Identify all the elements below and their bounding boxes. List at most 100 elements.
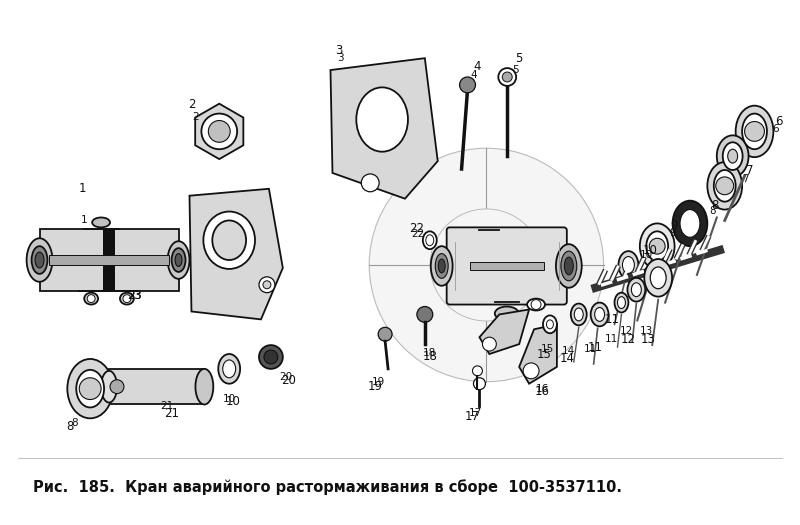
Bar bbox=[470, 262, 544, 270]
Text: 18: 18 bbox=[422, 351, 438, 363]
Text: 13: 13 bbox=[641, 333, 656, 345]
Circle shape bbox=[430, 209, 542, 321]
Text: 3: 3 bbox=[337, 53, 344, 63]
Polygon shape bbox=[195, 104, 243, 159]
Ellipse shape bbox=[614, 292, 629, 312]
Ellipse shape bbox=[722, 142, 742, 170]
Text: 10: 10 bbox=[222, 394, 236, 404]
Text: 20: 20 bbox=[282, 374, 296, 387]
Ellipse shape bbox=[527, 299, 545, 310]
Text: 12: 12 bbox=[621, 333, 636, 345]
Text: 23: 23 bbox=[128, 291, 142, 301]
Text: Рис.  185.  Кран аварийного растормаживания в сборе  100-3537110.: Рис. 185. Кран аварийного растормаживани… bbox=[33, 480, 622, 496]
FancyBboxPatch shape bbox=[446, 227, 567, 304]
Ellipse shape bbox=[646, 232, 668, 261]
Circle shape bbox=[498, 68, 516, 86]
Text: 18: 18 bbox=[423, 348, 437, 358]
Polygon shape bbox=[479, 310, 529, 354]
Ellipse shape bbox=[120, 292, 134, 304]
Ellipse shape bbox=[717, 135, 749, 177]
Ellipse shape bbox=[76, 370, 104, 407]
Text: 8: 8 bbox=[71, 418, 78, 428]
Circle shape bbox=[502, 72, 512, 82]
Text: 21: 21 bbox=[164, 407, 179, 420]
Ellipse shape bbox=[171, 248, 186, 272]
Text: 14: 14 bbox=[559, 352, 574, 365]
Circle shape bbox=[474, 378, 486, 390]
Ellipse shape bbox=[594, 308, 605, 321]
Ellipse shape bbox=[212, 220, 246, 260]
Text: 11: 11 bbox=[605, 334, 618, 344]
Bar bbox=[39, 229, 178, 291]
Circle shape bbox=[362, 174, 379, 192]
Ellipse shape bbox=[561, 251, 577, 281]
Circle shape bbox=[208, 121, 230, 142]
Ellipse shape bbox=[571, 303, 586, 326]
Text: 22: 22 bbox=[410, 222, 424, 235]
Text: 8: 8 bbox=[711, 199, 718, 212]
Circle shape bbox=[79, 378, 101, 400]
Text: 7: 7 bbox=[742, 174, 749, 184]
Text: 19: 19 bbox=[371, 377, 385, 387]
Circle shape bbox=[378, 327, 392, 341]
Text: 20: 20 bbox=[279, 372, 292, 382]
Circle shape bbox=[87, 295, 95, 302]
Text: 16: 16 bbox=[535, 384, 549, 394]
Ellipse shape bbox=[356, 87, 408, 152]
Text: 10: 10 bbox=[226, 395, 241, 408]
Text: 19: 19 bbox=[368, 380, 382, 393]
Text: 11: 11 bbox=[588, 341, 603, 354]
Ellipse shape bbox=[564, 257, 574, 275]
Bar bbox=[50, 255, 169, 265]
Ellipse shape bbox=[640, 224, 674, 269]
Text: 10: 10 bbox=[640, 250, 653, 260]
Ellipse shape bbox=[627, 278, 646, 301]
Ellipse shape bbox=[35, 252, 44, 268]
Text: 2: 2 bbox=[188, 98, 195, 111]
Text: 12: 12 bbox=[620, 326, 633, 337]
Ellipse shape bbox=[175, 254, 182, 267]
Text: 8: 8 bbox=[710, 206, 716, 216]
Text: 17: 17 bbox=[469, 408, 482, 418]
Ellipse shape bbox=[707, 162, 742, 209]
Circle shape bbox=[123, 295, 131, 302]
Circle shape bbox=[259, 277, 275, 292]
Ellipse shape bbox=[222, 360, 236, 378]
Text: 15: 15 bbox=[540, 344, 554, 354]
Text: 22: 22 bbox=[411, 229, 425, 239]
Text: 1: 1 bbox=[81, 215, 87, 225]
Circle shape bbox=[482, 337, 496, 351]
Ellipse shape bbox=[92, 217, 110, 227]
Text: 1: 1 bbox=[78, 182, 86, 195]
Ellipse shape bbox=[543, 316, 557, 333]
Ellipse shape bbox=[650, 267, 666, 289]
Ellipse shape bbox=[26, 238, 53, 282]
Circle shape bbox=[716, 177, 734, 195]
Circle shape bbox=[650, 238, 665, 254]
Ellipse shape bbox=[736, 106, 774, 157]
Text: 4: 4 bbox=[470, 70, 477, 80]
Text: 15: 15 bbox=[537, 348, 551, 361]
Text: 8: 8 bbox=[66, 420, 74, 433]
Ellipse shape bbox=[84, 292, 98, 304]
Ellipse shape bbox=[742, 113, 767, 149]
Text: 6: 6 bbox=[772, 124, 778, 134]
Ellipse shape bbox=[423, 232, 437, 249]
Ellipse shape bbox=[203, 212, 255, 269]
Ellipse shape bbox=[590, 302, 609, 327]
Ellipse shape bbox=[495, 307, 518, 320]
Circle shape bbox=[473, 366, 482, 376]
Circle shape bbox=[202, 113, 237, 149]
Text: 11: 11 bbox=[584, 344, 598, 354]
Text: 11: 11 bbox=[605, 313, 620, 326]
Bar bbox=[103, 229, 115, 291]
Ellipse shape bbox=[680, 209, 700, 237]
Text: 14: 14 bbox=[562, 346, 575, 356]
Polygon shape bbox=[330, 58, 438, 198]
Circle shape bbox=[259, 345, 283, 369]
Text: 5: 5 bbox=[515, 51, 523, 65]
Ellipse shape bbox=[714, 170, 736, 202]
Ellipse shape bbox=[631, 283, 642, 297]
Polygon shape bbox=[190, 189, 283, 319]
Ellipse shape bbox=[430, 246, 453, 286]
